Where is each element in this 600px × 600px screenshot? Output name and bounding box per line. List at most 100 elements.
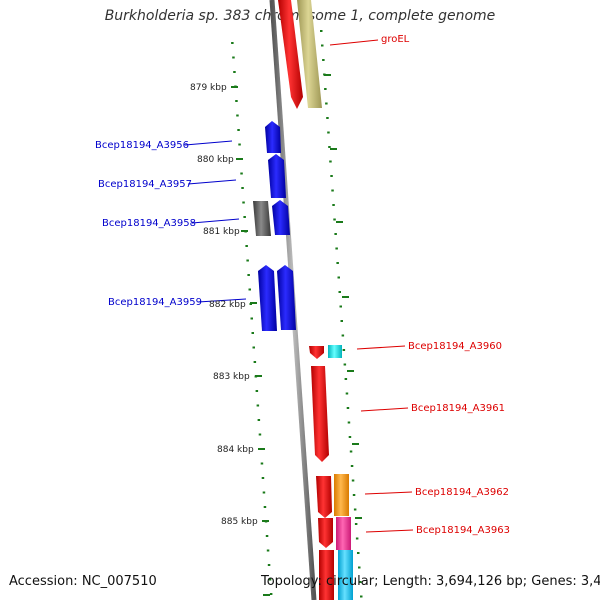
- scale-dot: [256, 404, 260, 407]
- scale-major-tick: [355, 517, 362, 519]
- gene-label-A3960[interactable]: Bcep18194_A3960: [408, 341, 502, 352]
- scale-dot: [353, 508, 357, 511]
- scale-dot: [322, 59, 325, 61]
- gene-feature-A3962-red[interactable]: [316, 476, 332, 518]
- scale-dot: [339, 305, 342, 308]
- scale-major-tick: [336, 221, 343, 223]
- gene-feature-next-sky[interactable]: [338, 550, 353, 600]
- gene-feature-groEL-red[interactable]: [278, 0, 303, 109]
- scale-dot: [253, 361, 257, 363]
- scale-major-tick: [241, 230, 248, 232]
- scale-dot: [326, 117, 329, 119]
- scale-dot: [346, 407, 350, 409]
- scale-major-tick: [262, 520, 269, 522]
- gene-feature-A3962-orange[interactable]: [334, 474, 349, 516]
- scale-dot: [258, 433, 262, 436]
- gene-label-A3962[interactable]: Bcep18194_A3962: [415, 487, 509, 498]
- gene-feature-A3958-grey[interactable]: [253, 201, 271, 236]
- gene-feature-groEL-olive[interactable]: [297, 0, 322, 108]
- gene-feature-A3959-b[interactable]: [277, 265, 296, 330]
- scale-dot: [324, 88, 327, 90]
- gene-label-A3963[interactable]: Bcep18194_A3963: [416, 525, 510, 536]
- scale-dot: [245, 245, 248, 247]
- scale-dot: [250, 317, 253, 320]
- gene-feature-A3960-red[interactable]: [309, 346, 324, 359]
- scale-dot: [345, 392, 349, 395]
- scale-dot: [262, 491, 266, 494]
- scale-dot: [237, 129, 240, 131]
- scale-dot: [248, 288, 251, 291]
- scale-dot: [240, 172, 243, 175]
- scale-major-tick: [324, 74, 331, 76]
- gene-label-A3957[interactable]: Bcep18194_A3957: [98, 179, 192, 190]
- scale-major-tick: [342, 296, 349, 298]
- scale-dot: [235, 100, 238, 102]
- scale-major-tick: [352, 443, 359, 445]
- scale-dot: [357, 552, 360, 554]
- scale-dot: [269, 593, 273, 595]
- gene-label-A3958[interactable]: Bcep18194_A3958: [102, 218, 196, 229]
- tick-label: 881 kbp: [203, 227, 240, 237]
- tick-label: 883 kbp: [213, 372, 250, 382]
- scale-major-tick: [347, 370, 354, 372]
- scale-major-tick: [263, 594, 270, 596]
- scale-dot: [352, 494, 356, 496]
- scale-major-tick: [255, 375, 262, 377]
- tick-label: 879 kbp: [190, 83, 227, 93]
- tick-labels: 879 kbp 880 kbp 881 kbp 882 kbp 883 kbp …: [190, 83, 258, 527]
- scale-dot: [330, 175, 333, 177]
- scale-dot: [246, 259, 249, 262]
- scale-dot: [251, 332, 254, 334]
- tick-label: 880 kbp: [197, 155, 234, 165]
- scale-dot: [255, 390, 259, 392]
- scale-dot: [243, 216, 246, 218]
- scale-dot: [328, 146, 331, 148]
- scale-dot: [268, 578, 272, 581]
- scale-dot: [337, 276, 340, 279]
- scale-dot: [341, 334, 345, 337]
- scale-dot: [342, 349, 346, 351]
- tick-label: 882 kbp: [209, 300, 246, 310]
- scale-dot: [257, 419, 261, 421]
- gene-label-A3959[interactable]: Bcep18194_A3959: [108, 297, 202, 308]
- gene-feature-A3963-red[interactable]: [318, 518, 333, 548]
- tick-label: 884 kbp: [217, 445, 254, 455]
- scale-dot: [338, 291, 341, 293]
- gene-feature-A3960-cyan[interactable]: [328, 345, 342, 358]
- scale-dot: [332, 204, 335, 206]
- gene-labels-left: Bcep18194_A3956 Bcep18194_A3957 Bcep1819…: [95, 140, 202, 308]
- scale-major-tick: [236, 158, 243, 160]
- scale-major-tick: [231, 86, 238, 88]
- scale-dot: [241, 187, 244, 189]
- gene-feature-A3959-a[interactable]: [258, 265, 277, 331]
- scale-dot: [360, 595, 363, 598]
- tick-ring-right: [320, 30, 363, 598]
- gene-feature-A3961[interactable]: [311, 366, 329, 462]
- scale-dot: [358, 566, 361, 569]
- gene-label-groEL[interactable]: groEL: [381, 34, 410, 45]
- gene-label-A3956[interactable]: Bcep18194_A3956: [95, 140, 189, 151]
- gene-feature-A3956[interactable]: [265, 121, 281, 153]
- scale-dot: [260, 462, 264, 465]
- gene-feature-A3957[interactable]: [268, 154, 286, 198]
- scale-dot: [265, 535, 269, 537]
- gene-feature-next-red[interactable]: [319, 550, 334, 600]
- scale-dot: [238, 143, 241, 146]
- scale-dot: [349, 450, 353, 453]
- genome-stats-text: Topology: circular; Length: 3,694,126 bp…: [261, 574, 600, 589]
- kbp-ticks: [231, 74, 362, 596]
- gene-label-A3961[interactable]: Bcep18194_A3961: [411, 403, 505, 414]
- label-connectors: [184, 39, 414, 533]
- gene-feature-A3958[interactable]: [272, 200, 290, 235]
- scale-dot: [232, 56, 235, 59]
- gene-feature-A3963-pink[interactable]: [336, 517, 351, 550]
- tick-label: 885 kbp: [221, 517, 258, 527]
- scale-dot: [348, 436, 352, 438]
- scale-dot: [236, 114, 239, 117]
- scale-dot: [325, 102, 328, 105]
- accession-text: Accession: NC_007510: [9, 574, 157, 589]
- scale-dot: [344, 378, 348, 380]
- scale-dot: [347, 421, 351, 424]
- scale-dot: [355, 537, 359, 540]
